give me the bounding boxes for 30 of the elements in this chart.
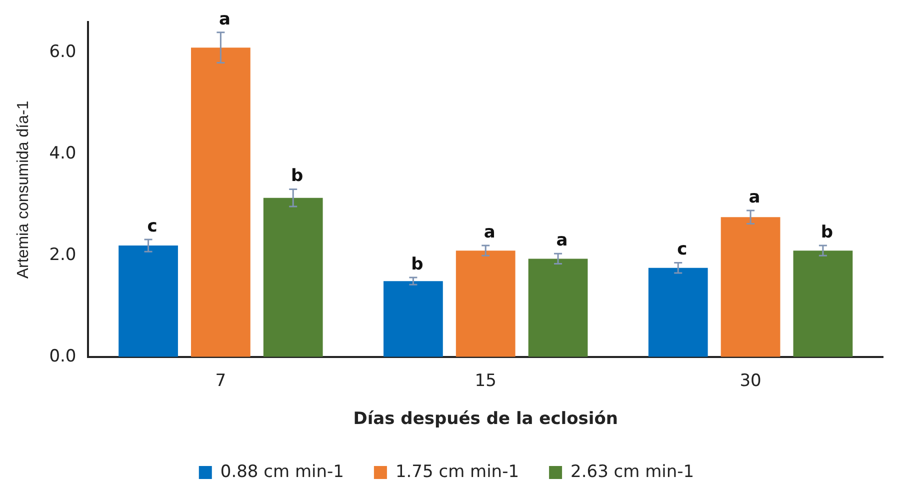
x-tick-label: 7 (215, 370, 226, 391)
data-label: a (748, 187, 760, 208)
y-tick-label: 6.0 (49, 42, 76, 62)
data-label: c (147, 216, 158, 236)
y-tick-label: 0.0 (49, 346, 76, 367)
data-label: a (484, 222, 496, 242)
bar (456, 250, 516, 357)
bar (191, 48, 250, 357)
data-label: a (556, 230, 568, 251)
legend-label: 2.63 cm min-1 (570, 462, 694, 482)
bar (528, 258, 588, 357)
y-tick-label: 4.0 (49, 144, 76, 164)
bar (118, 246, 178, 357)
legend-label: 0.88 cm min-1 (220, 462, 344, 482)
bar (720, 217, 780, 357)
data-label: b (820, 222, 834, 242)
y-tick-label: 2.0 (49, 245, 76, 266)
x-axis-title: Días después de la eclosión (353, 409, 618, 430)
x-tick-label: 15 (474, 370, 496, 391)
data-label: c (677, 240, 688, 260)
bar (793, 250, 853, 357)
data-label: a (218, 9, 230, 30)
data-label: b (411, 254, 424, 274)
legend-label: 1.75 cm min-1 (395, 462, 520, 482)
x-tick-label: 30 (740, 370, 762, 391)
data-label: b (291, 166, 304, 186)
y-axis-title: Artemia consumida día-1 (15, 100, 32, 279)
bar (384, 281, 443, 357)
bar (263, 198, 323, 357)
bar (648, 268, 708, 357)
